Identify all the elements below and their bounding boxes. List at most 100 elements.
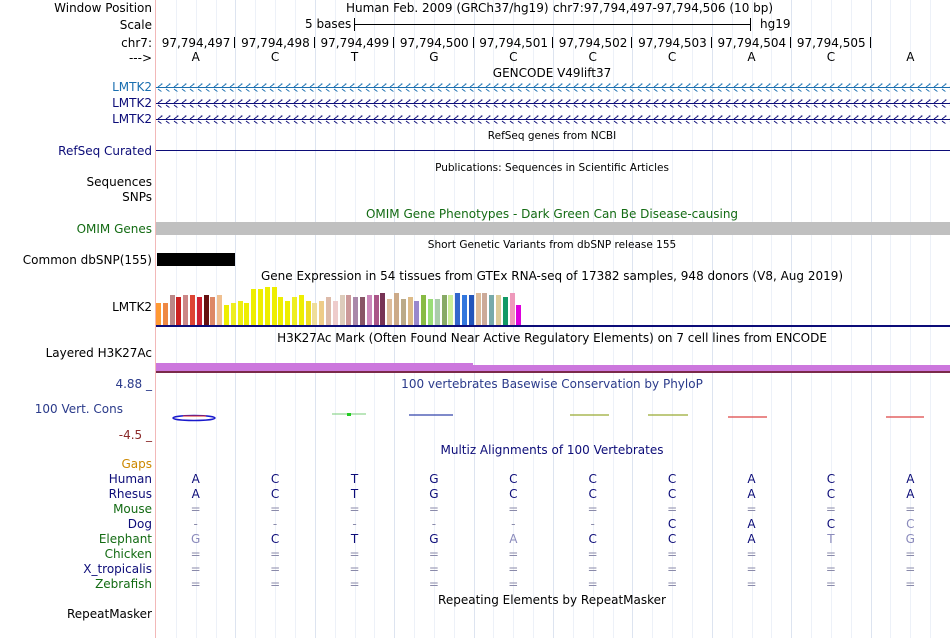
gtex-tissue-bar[interactable] xyxy=(217,295,222,325)
gtex-tissue-bar[interactable] xyxy=(503,297,508,325)
multiz-gaps-label[interactable]: Gaps xyxy=(121,457,152,471)
gtex-tissue-bar[interactable] xyxy=(360,297,365,325)
h3k27ac-track-label[interactable]: Layered H3K27Ac xyxy=(45,346,152,360)
gtex-tissue-bar[interactable] xyxy=(326,297,331,325)
gtex-tissue-bar[interactable] xyxy=(346,295,351,325)
repeatmasker-track-label[interactable]: RepeatMasker xyxy=(66,607,152,621)
coordinate-label: 97,794,502 xyxy=(558,36,628,50)
gtex-tissue-bar[interactable] xyxy=(299,295,304,325)
h3k27ac-signal[interactable] xyxy=(473,365,950,371)
gencode-gene-label[interactable]: LMTK2 xyxy=(112,112,152,126)
multiz-species-label[interactable]: Zebrafish xyxy=(95,577,152,591)
gtex-tissue-bar[interactable] xyxy=(238,301,243,325)
gtex-tissue-bar[interactable] xyxy=(482,293,487,325)
gtex-tissue-bar[interactable] xyxy=(455,293,460,325)
multiz-species-label[interactable]: Chicken xyxy=(104,547,152,561)
gtex-tissue-bar[interactable] xyxy=(374,295,379,325)
alignment-base: - xyxy=(193,517,198,531)
multiz-species-label[interactable]: Dog xyxy=(127,517,152,531)
gtex-tissue-bar[interactable] xyxy=(156,303,161,325)
refseq-transcript[interactable] xyxy=(156,150,950,151)
gtex-tissue-bar[interactable] xyxy=(448,295,453,325)
gtex-track-label[interactable]: LMTK2 xyxy=(112,300,152,314)
gtex-tissue-bar[interactable] xyxy=(197,297,202,325)
dbsnp-track-label[interactable]: Common dbSNP(155) xyxy=(22,253,152,267)
gtex-tissue-bar[interactable] xyxy=(210,297,215,325)
multiz-species-label[interactable]: X_tropicalis xyxy=(83,562,152,576)
gtex-tissue-bar[interactable] xyxy=(489,295,494,325)
h3k27ac-signal[interactable] xyxy=(156,363,473,371)
assembly-name[interactable]: Human Feb. 2009 (GRCh37/hg19) xyxy=(346,1,549,15)
gtex-tissue-bar[interactable] xyxy=(333,301,338,325)
gtex-tissue-bar[interactable] xyxy=(496,295,501,325)
position-readout[interactable]: chr7:97,794,497-97,794,506 (10 bp) xyxy=(553,1,774,15)
transcript-strand-arrows xyxy=(156,99,950,108)
gtex-tissue-bar[interactable] xyxy=(435,299,440,325)
reference-base: C xyxy=(509,50,518,64)
gtex-tissue-bar[interactable] xyxy=(476,293,481,325)
alignment-base: = xyxy=(587,577,598,591)
alignment-base: = xyxy=(667,577,678,591)
gtex-tissue-bar[interactable] xyxy=(353,297,358,325)
gtex-tissue-bar[interactable] xyxy=(272,287,277,325)
multiz-species-label[interactable]: Human xyxy=(108,472,152,486)
cons-wiggle[interactable] xyxy=(156,405,950,425)
gtex-tissue-bar[interactable] xyxy=(367,295,372,325)
gtex-tissue-bar[interactable] xyxy=(190,295,195,325)
strand-label[interactable]: ---> xyxy=(128,51,152,65)
gtex-tissue-bar[interactable] xyxy=(462,295,467,325)
gencode-gene-label[interactable]: LMTK2 xyxy=(112,80,152,94)
gtex-tissue-bar[interactable] xyxy=(516,305,521,325)
gtex-tissue-bar[interactable] xyxy=(285,301,290,325)
gtex-tissue-bar[interactable] xyxy=(204,295,209,325)
alignment-base: = xyxy=(428,547,439,561)
gtex-tissue-bar[interactable] xyxy=(340,295,345,325)
gtex-tissue-bar[interactable] xyxy=(176,297,181,325)
gtex-tissue-bar[interactable] xyxy=(401,299,406,325)
gtex-tissue-bar[interactable] xyxy=(380,293,385,325)
omim-feature-bar[interactable] xyxy=(156,222,950,235)
multiz-species-label[interactable]: Mouse xyxy=(113,502,152,516)
gencode-gene-label[interactable]: LMTK2 xyxy=(112,96,152,110)
gtex-tissue-bar[interactable] xyxy=(231,303,236,325)
gtex-tissue-bar[interactable] xyxy=(421,295,426,325)
gtex-tissue-bar[interactable] xyxy=(163,303,168,325)
gtex-tissue-bar[interactable] xyxy=(244,303,249,325)
gtex-tissue-bar[interactable] xyxy=(265,287,270,325)
cons-track-label[interactable]: 100 Vert. Cons xyxy=(34,402,123,416)
publications-label-sequences[interactable]: Sequences xyxy=(86,175,152,189)
publications-label-snps[interactable]: SNPs xyxy=(122,190,152,204)
gtex-tissue-bar[interactable] xyxy=(394,293,399,325)
gtex-tissue-bar[interactable] xyxy=(312,303,317,325)
alignment-base: = xyxy=(270,502,281,516)
gtex-tissue-bar[interactable] xyxy=(428,299,433,325)
gtex-tissue-bar[interactable] xyxy=(251,289,256,325)
gencode-transcripts[interactable] xyxy=(156,80,950,128)
gtex-tissue-bar[interactable] xyxy=(414,301,419,325)
multiz-species-label[interactable]: Rhesus xyxy=(108,487,152,501)
multiz-species-label[interactable]: Elephant xyxy=(98,532,152,546)
gtex-expression-chart[interactable] xyxy=(156,285,950,325)
gtex-tissue-bar[interactable] xyxy=(183,295,188,325)
gtex-tissue-bar[interactable] xyxy=(306,301,311,325)
gtex-tissue-bar[interactable] xyxy=(319,301,324,325)
refseq-track-label[interactable]: RefSeq Curated xyxy=(58,144,152,158)
alignment-base: = xyxy=(190,562,201,576)
gtex-tissue-bar[interactable] xyxy=(278,297,283,325)
gtex-tissue-bar[interactable] xyxy=(469,295,474,325)
chrom-label[interactable]: chr7: xyxy=(121,36,152,50)
gtex-tissue-bar[interactable] xyxy=(387,299,392,325)
gtex-tissue-bar[interactable] xyxy=(170,295,175,325)
gtex-tissue-bar[interactable] xyxy=(224,305,229,325)
gtex-tissue-bar[interactable] xyxy=(442,295,447,325)
gtex-tissue-bar[interactable] xyxy=(408,297,413,325)
gtex-tissue-bar[interactable] xyxy=(258,289,263,325)
omim-track-label[interactable]: OMIM Genes xyxy=(76,222,152,236)
alignment-base: - xyxy=(272,517,278,531)
reference-base: T xyxy=(350,50,359,64)
gtex-tissue-bar[interactable] xyxy=(292,297,297,325)
dbsnp-variant[interactable] xyxy=(157,253,235,266)
gtex-tissue-bar[interactable] xyxy=(510,293,515,325)
alignment-base: = xyxy=(825,577,836,591)
alignment-base: C xyxy=(270,532,280,546)
